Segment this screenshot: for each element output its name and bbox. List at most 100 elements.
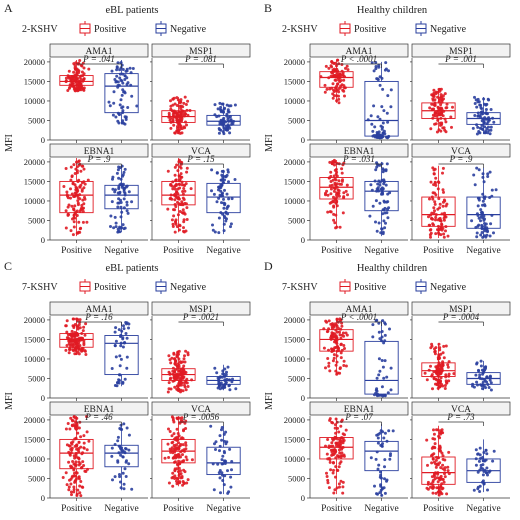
data-point	[487, 125, 490, 129]
data-point	[75, 492, 79, 496]
data-point	[122, 190, 126, 194]
data-point	[374, 67, 378, 71]
box-negative	[364, 423, 399, 497]
data-point	[127, 448, 131, 452]
data-point	[123, 226, 127, 230]
data-point	[333, 163, 336, 167]
data-point	[212, 192, 216, 196]
data-point	[471, 384, 474, 388]
data-point	[110, 446, 114, 450]
data-point	[334, 369, 338, 373]
data-point	[434, 176, 438, 180]
data-point	[76, 337, 80, 341]
facet-strip-label: VCA	[191, 147, 211, 157]
data-point	[81, 220, 85, 224]
x-tick-label: Negative	[364, 246, 398, 256]
data-point	[73, 331, 77, 334]
data-point	[475, 361, 479, 365]
data-point	[119, 453, 123, 457]
data-point	[64, 76, 68, 80]
data-point	[113, 384, 117, 387]
data-point	[217, 131, 221, 135]
data-point	[66, 205, 70, 209]
data-point	[175, 476, 179, 480]
data-point	[481, 199, 485, 203]
data-point	[182, 481, 186, 485]
data-point	[379, 124, 383, 128]
data-point	[376, 441, 380, 445]
data-point	[330, 183, 334, 187]
data-point	[221, 194, 225, 198]
data-point	[122, 324, 125, 328]
x-tick-label: Positive	[163, 246, 194, 256]
panel-letter: D	[264, 259, 273, 273]
data-point	[175, 446, 179, 450]
data-point	[77, 352, 81, 356]
data-point	[384, 61, 388, 65]
data-point	[381, 365, 385, 369]
data-point	[76, 203, 80, 207]
data-point	[344, 428, 348, 432]
data-point	[482, 97, 486, 101]
data-point	[488, 378, 492, 382]
data-point	[471, 126, 475, 130]
data-point	[129, 83, 133, 87]
data-point	[78, 59, 82, 62]
data-point	[184, 120, 187, 124]
data-point	[172, 208, 175, 212]
data-point	[435, 369, 439, 373]
data-point	[433, 350, 437, 354]
data-point	[345, 183, 349, 187]
data-point	[229, 119, 233, 123]
data-point	[332, 348, 336, 352]
data-point	[70, 175, 74, 179]
data-point	[173, 437, 176, 441]
data-point	[336, 454, 339, 458]
data-point	[441, 467, 445, 471]
legend-label: Positive	[354, 24, 387, 35]
y-tick-label: 5000	[28, 215, 45, 225]
data-point	[125, 203, 129, 207]
data-point	[83, 182, 87, 186]
data-point	[173, 385, 177, 389]
data-point	[130, 200, 134, 204]
data-point	[180, 117, 184, 121]
data-point	[81, 164, 85, 168]
data-point	[481, 467, 485, 471]
data-point	[69, 165, 73, 169]
data-point	[377, 357, 381, 361]
data-point	[113, 443, 117, 446]
data-point	[73, 463, 77, 467]
data-point	[218, 444, 222, 448]
data-point	[329, 448, 333, 452]
data-point	[379, 231, 383, 235]
data-point	[385, 439, 389, 443]
data-point	[435, 365, 439, 369]
data-point	[78, 75, 82, 79]
box-negative	[466, 95, 501, 136]
data-point	[86, 178, 90, 182]
data-point	[172, 443, 176, 447]
data-point	[479, 215, 483, 219]
data-point	[185, 458, 189, 462]
data-point	[429, 346, 433, 350]
data-point	[77, 463, 81, 467]
data-point	[485, 452, 489, 456]
data-point	[224, 459, 228, 463]
data-point	[342, 364, 346, 367]
data-point	[69, 447, 73, 451]
data-point	[470, 219, 474, 223]
data-point	[487, 470, 491, 474]
data-point	[441, 351, 445, 355]
box-negative	[206, 424, 241, 495]
box-positive	[59, 158, 94, 237]
data-point	[385, 162, 389, 166]
data-point	[335, 71, 339, 75]
data-point	[333, 221, 337, 225]
data-point	[490, 213, 494, 217]
data-point	[434, 465, 438, 469]
data-point	[64, 471, 68, 475]
data-point	[81, 460, 85, 464]
legend-item-positive: Positive	[339, 21, 387, 36]
data-point	[441, 94, 445, 98]
